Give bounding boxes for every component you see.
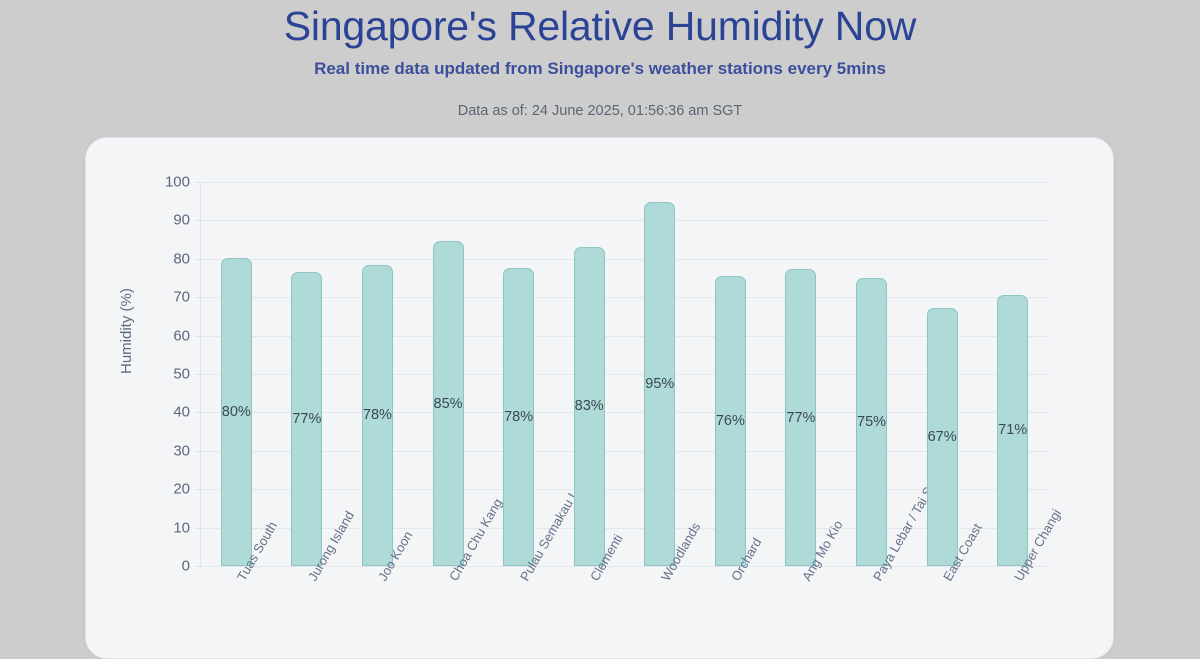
gridline — [201, 489, 1048, 491]
chart-card: Humidity (%) 0 10 20 30 40 50 60 70 80 90 100 80% T… — [85, 137, 1114, 659]
bar-series: 80% Tuas South 77% Jurong Island 78% Joo Koon… — [201, 182, 1064, 584]
page-header: Singapore's Relative Humidity Now Real t… — [0, 0, 1200, 120]
gridline — [201, 258, 1048, 260]
bar-slot: 78% Pulau Semakau Landfill — [483, 182, 598, 584]
y-tick-label: 40 — [173, 403, 190, 421]
y-axis-label: Humidity (%) — [118, 288, 135, 374]
y-tick-mark — [195, 527, 201, 529]
y-tick-mark — [195, 489, 201, 491]
y-tick-mark — [195, 374, 201, 375]
bar[interactable] — [856, 278, 888, 566]
bar[interactable] — [220, 257, 252, 566]
bar-slot: 76% Orchard — [695, 182, 766, 584]
y-tick-mark — [195, 412, 201, 414]
y-tick-label: 100 — [164, 173, 190, 191]
y-tick-label: 0 — [181, 557, 190, 575]
gridline — [201, 335, 1048, 337]
y-tick-label: 50 — [173, 365, 190, 383]
bar-slot: 77% Ang Mo Kio — [766, 182, 846, 584]
bar-slot: 78% Joo Koon — [342, 182, 416, 584]
y-tick-mark — [195, 258, 201, 260]
y-tick-mark — [195, 297, 201, 299]
bar-slot: 80% Tuas South — [201, 182, 280, 584]
page-title: Singapore's Relative Humidity Now — [283, 3, 917, 49]
humidity-bar-chart: Humidity (%) 0 10 20 30 40 50 60 70 80 90 100 80% T… — [86, 138, 1113, 658]
bar-slot: 75% Paya Lebar / Tai Seng — [836, 182, 946, 584]
page-subtitle: Real time data updated from Singapore's … — [314, 59, 886, 78]
bar[interactable] — [432, 241, 464, 566]
gridline — [201, 566, 1048, 567]
y-tick-mark — [195, 335, 201, 337]
gridline — [201, 527, 1048, 529]
bar-slot: 67% East Coast — [907, 182, 985, 584]
gridline — [201, 374, 1048, 375]
bar[interactable] — [926, 308, 958, 566]
bar[interactable] — [997, 294, 1029, 566]
y-tick-mark — [195, 220, 201, 222]
bar[interactable] — [361, 264, 393, 566]
y-tick-mark — [195, 182, 201, 183]
bar-slot: 95% Woodlands — [625, 182, 703, 584]
y-tick-label: 70 — [173, 288, 190, 306]
y-tick-label: 80 — [173, 250, 190, 268]
gridline — [201, 297, 1048, 299]
gridline — [201, 220, 1048, 222]
bar[interactable] — [573, 246, 605, 566]
gridline — [201, 450, 1048, 452]
y-tick-label: 10 — [173, 519, 190, 537]
bar[interactable] — [714, 275, 746, 566]
bar-slot: 77% Jurong Island — [272, 182, 357, 584]
bar[interactable] — [785, 269, 817, 566]
bar[interactable] — [291, 271, 323, 566]
bar-slot: 85% Choa Chu Kang — [413, 182, 505, 584]
bar[interactable] — [644, 202, 676, 566]
y-tick-label: 20 — [173, 480, 190, 498]
plot-area: 0 10 20 30 40 50 60 70 80 90 100 80% Tuas South 77% J… — [165, 174, 1064, 584]
y-tick-label: 30 — [173, 442, 190, 460]
gridline — [201, 412, 1048, 414]
bar-slot: 71% Upper Changi — [977, 182, 1064, 584]
y-tick-mark — [195, 566, 201, 567]
bar[interactable] — [503, 268, 535, 566]
bar-slot: 83% Clementi — [554, 182, 626, 584]
y-tick-label: 60 — [173, 327, 190, 345]
data-timestamp: Data as of: 24 June 2025, 01:56:36 am SG… — [457, 103, 743, 119]
y-tick-label: 90 — [173, 211, 190, 229]
y-tick-mark — [195, 450, 201, 452]
gridline — [201, 182, 1048, 183]
